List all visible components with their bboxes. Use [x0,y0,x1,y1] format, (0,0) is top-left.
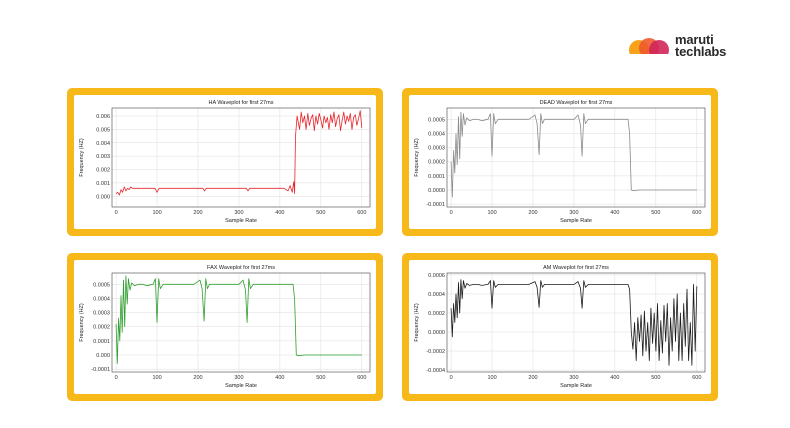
y-tick-label: 0.0004 [428,292,445,298]
plot-frame [111,272,371,373]
x-tick-label: 300 [569,210,578,216]
y-tick-label: 0.000 [96,353,110,359]
x-tick-label: 100 [487,375,496,381]
y-tick-label: 0.0002 [93,325,110,331]
x-axis-label: Sample Rate [560,383,592,389]
x-axis-label: Sample Rate [225,218,257,224]
x-tick-label: 200 [193,210,202,216]
x-tick-label: 600 [692,375,701,381]
x-tick-label: 300 [569,375,578,381]
chart-title: FAX Waveplot for first 27ms [207,265,275,271]
y-tick-label: 0.0002 [428,160,445,166]
x-tick-label: 500 [651,210,660,216]
y-tick-label: 0.0003 [428,146,445,152]
series-line [450,279,698,366]
y-axis-label: Frequency (HZ) [414,303,420,342]
x-tick-label: 600 [357,210,366,216]
chart-title: DEAD Waveplot for first 27ms [540,100,613,106]
x-tick-label: 400 [610,210,619,216]
chart-title: AM Waveplot for first 27ms [543,265,609,271]
y-tick-label: -0.0002 [426,349,445,355]
chart-card-am: AM Waveplot for first 27ms 0 100 200 300 400 5… [402,253,718,401]
chart-title: HA Waveplot for first 27ms [209,100,274,106]
x-tick-label: 200 [528,375,537,381]
series-line [450,111,697,198]
y-tick-label: 0.0006 [428,273,445,279]
x-tick-label: 600 [692,210,701,216]
brand-logo: maruti techlabs [627,32,747,64]
y-tick-label: 0.001 [96,181,110,187]
x-tick-label: 500 [316,210,325,216]
x-tick-label: 100 [487,210,496,216]
y-tick-label: 0.004 [96,141,110,147]
y-tick-label: 0.006 [96,114,110,120]
y-tick-label: 0.002 [96,168,110,174]
x-tick-label: 0 [450,375,453,381]
y-tick-label: 0.0004 [428,131,445,137]
y-tick-label: 0.005 [96,127,110,133]
y-tick-label: -0.0001 [91,367,110,373]
y-tick-label: 0.0000 [428,330,445,336]
plot-frame [446,272,706,373]
x-tick-label: 100 [152,375,161,381]
y-axis-label: Frequency (HZ) [79,138,85,177]
x-tick-label: 100 [152,210,161,216]
x-tick-label: 0 [115,375,118,381]
brand-name-line1: maruti [675,32,714,47]
x-axis-label: Sample Rate [225,383,257,389]
y-tick-label: 0.000 [96,194,110,200]
y-tick-label: 0.0002 [428,311,445,317]
brand-name-line2: techlabs [675,44,727,59]
plot-frame [446,107,706,208]
series-line [115,110,363,196]
y-tick-label: 0.0001 [428,174,445,180]
x-tick-label: 200 [193,375,202,381]
x-tick-label: 300 [234,375,243,381]
chart-am: AM Waveplot for first 27ms 0 100 200 300 400 5… [414,265,706,389]
x-tick-label: 400 [275,210,284,216]
chart-card-ha: HA Waveplot for first 27ms 0 100 200 300 400 5… [67,88,383,236]
x-tick-label: 400 [610,375,619,381]
y-axis-label: Frequency (HZ) [79,303,85,342]
y-tick-label: 0.003 [96,154,110,160]
y-tick-label: 0.0004 [93,296,110,302]
y-tick-label: 0.0005 [428,117,445,123]
chart-panel: AM Waveplot for first 27ms 0 100 200 300 400 5… [409,260,711,394]
y-tick-label: 0.0000 [428,188,445,194]
plot-frame [111,107,371,208]
chart-panel: FAX Waveplot for first 27ms 0 100 200 300 400… [74,260,376,394]
x-tick-label: 0 [115,210,118,216]
brand-name: maruti techlabs [675,32,727,59]
chart-card-dead: DEAD Waveplot for first 27ms 0 100 200 300 40… [402,88,718,236]
x-tick-label: 500 [651,375,660,381]
x-tick-label: 0 [450,210,453,216]
chart-ha: HA Waveplot for first 27ms 0 100 200 300 400 5… [79,100,371,224]
chart-card-fax: FAX Waveplot for first 27ms 0 100 200 300 400… [67,253,383,401]
y-tick-label: -0.0001 [426,202,445,208]
x-axis-label: Sample Rate [560,218,592,224]
y-tick-label: 0.0003 [93,311,110,317]
x-tick-label: 600 [357,375,366,381]
x-tick-label: 500 [316,375,325,381]
y-tick-label: -0.0004 [426,368,445,374]
chart-dead: DEAD Waveplot for first 27ms 0 100 200 300 40… [414,100,706,224]
y-axis-label: Frequency (HZ) [414,138,420,177]
x-tick-label: 300 [234,210,243,216]
x-tick-label: 400 [275,375,284,381]
chart-fax: FAX Waveplot for first 27ms 0 100 200 300 400… [79,265,371,389]
y-tick-label: 0.0005 [93,282,110,288]
chart-panel: DEAD Waveplot for first 27ms 0 100 200 300 40… [409,95,711,229]
chart-panel: HA Waveplot for first 27ms 0 100 200 300 400 5… [74,95,376,229]
y-tick-label: 0.0001 [93,339,110,345]
brand-mark-icon [627,38,673,60]
x-tick-label: 200 [528,210,537,216]
series-line [115,275,362,364]
